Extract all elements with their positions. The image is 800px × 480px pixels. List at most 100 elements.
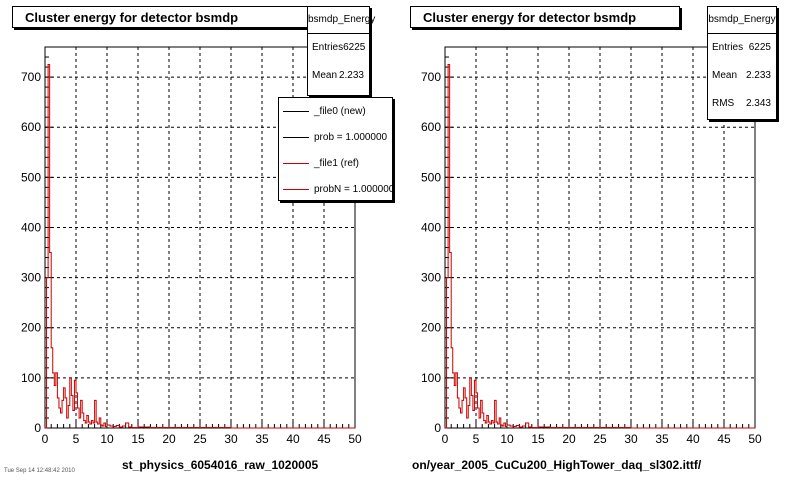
histogram-bin [45, 277, 48, 279]
histogram-bin [458, 407, 460, 409]
histogram-bin [44, 427, 46, 429]
x-tick-label: 30 [624, 432, 638, 446]
histogram-bin [69, 377, 71, 379]
stats-label: Mean [312, 70, 338, 81]
histogram-bin [78, 417, 80, 419]
histogram-bin [480, 399, 482, 402]
histogram-bin [83, 419, 85, 422]
legend-entry: probN = 1.000000 [279, 176, 393, 200]
histogram-bin [506, 424, 508, 426]
y-tick-label: 100 [21, 371, 41, 385]
histogram-bin [98, 417, 100, 419]
histogram-bin [87, 421, 89, 423]
stats-name: bsmdp_Energy [308, 7, 375, 34]
stats-row-entries: Entries 6225 [708, 34, 776, 62]
y-tick-label: 0 [34, 421, 41, 435]
y-tick-label: 100 [421, 371, 441, 385]
plot-title-left: Cluster energy for detector bsmdp [12, 6, 308, 28]
histogram-bin [95, 421, 97, 423]
histogram-bin [84, 422, 86, 424]
histogram-bin [61, 399, 63, 402]
histogram-bin [168, 426, 170, 429]
x-tick-label: 40 [286, 432, 300, 446]
histogram-bin [450, 347, 452, 349]
histogram-bin [475, 392, 477, 394]
histogram-bin [109, 425, 111, 427]
x-tick-label: 0 [442, 432, 449, 446]
x-tick-label: 10 [100, 432, 114, 446]
histogram-bin [495, 421, 497, 423]
histogram-bin [490, 419, 493, 422]
histogram-bin [64, 397, 66, 399]
histogram-bin [80, 399, 82, 402]
histogram-bin [754, 427, 756, 429]
histogram-bin [456, 397, 458, 399]
legend-entry: _file0 (new) [279, 98, 392, 124]
legend-swatch [283, 110, 309, 112]
histogram-bin [75, 392, 77, 394]
histogram-bin [94, 399, 96, 402]
y-tick-label: 0 [434, 421, 441, 435]
stats-box-right: bsmdp_Energy Entries 6225 Mean 2.233 RMS… [707, 6, 777, 120]
histogram-bin [70, 394, 72, 397]
x-tick-label: 25 [193, 432, 207, 446]
histogram-bin [487, 421, 489, 423]
histogram-bin [498, 417, 500, 419]
histogram-bin [476, 407, 479, 409]
stats-value: 2.233 [745, 70, 771, 81]
y-tick-label: 500 [421, 170, 441, 184]
legend-label: prob = 1.000000 [314, 131, 388, 143]
histogram-bin [112, 425, 114, 428]
histogram-bin [354, 427, 356, 429]
histogram-bin [104, 425, 107, 428]
histogram-bin [518, 426, 520, 428]
histogram-bin [452, 372, 454, 374]
x-tick-label: 0 [42, 432, 49, 446]
histogram-bin [449, 251, 451, 254]
histogram-bin [486, 414, 488, 417]
histogram-bin [481, 412, 483, 414]
legend-swatch [283, 188, 309, 190]
stats-value: 6225 [748, 42, 771, 53]
histogram-bin [501, 425, 503, 427]
histogram-bin [512, 425, 514, 428]
stats-row-entries: Entries 6225 [308, 34, 369, 62]
histogram-bin [49, 251, 51, 254]
histogram-bin [55, 372, 57, 374]
histogram-bin [492, 422, 494, 424]
histogram-bin [103, 422, 105, 424]
histogram-bin [478, 417, 480, 419]
x-tick-label: 15 [531, 432, 545, 446]
legend-swatch [283, 136, 309, 138]
histogram-bin [115, 424, 117, 427]
histogram-bin [101, 425, 103, 427]
histogram-plot-right: 0 5 10 15 20 25 30 35 40 45 5001002003004005006007… [421, 46, 762, 446]
histogram-bin [128, 426, 130, 428]
histogram-bin [58, 407, 60, 409]
histogram-bin [73, 379, 76, 381]
histogram-bin [76, 407, 79, 409]
y-tick-label: 300 [21, 271, 41, 285]
histogram-bin [537, 426, 539, 428]
histogram-bin [568, 426, 570, 429]
histogram-series [45, 64, 355, 429]
histogram-bin [56, 397, 59, 399]
histogram-bin [53, 384, 55, 386]
x-tick-label: 45 [717, 432, 731, 446]
x-tick-label: 50 [348, 432, 362, 446]
stats-label: Entries [712, 42, 744, 53]
x-tick-label: 15 [131, 432, 145, 446]
stats-row-mean: Mean 2.233 [308, 62, 369, 90]
histogram-bin [466, 417, 468, 419]
histogram-bin [549, 426, 551, 429]
legend-box: _file0 (new) prob = 1.000000 _file1 (ref… [278, 97, 393, 201]
histogram-bin [525, 422, 527, 424]
histogram-bin [52, 372, 54, 374]
histogram-bin [509, 425, 511, 427]
histogram-bin [100, 424, 102, 426]
histogram-bin [503, 422, 505, 424]
legend-label: probN = 1.000000 [314, 183, 393, 195]
histogram-bin [149, 426, 151, 429]
histogram-bin [455, 372, 457, 374]
histogram-bin [472, 409, 474, 412]
